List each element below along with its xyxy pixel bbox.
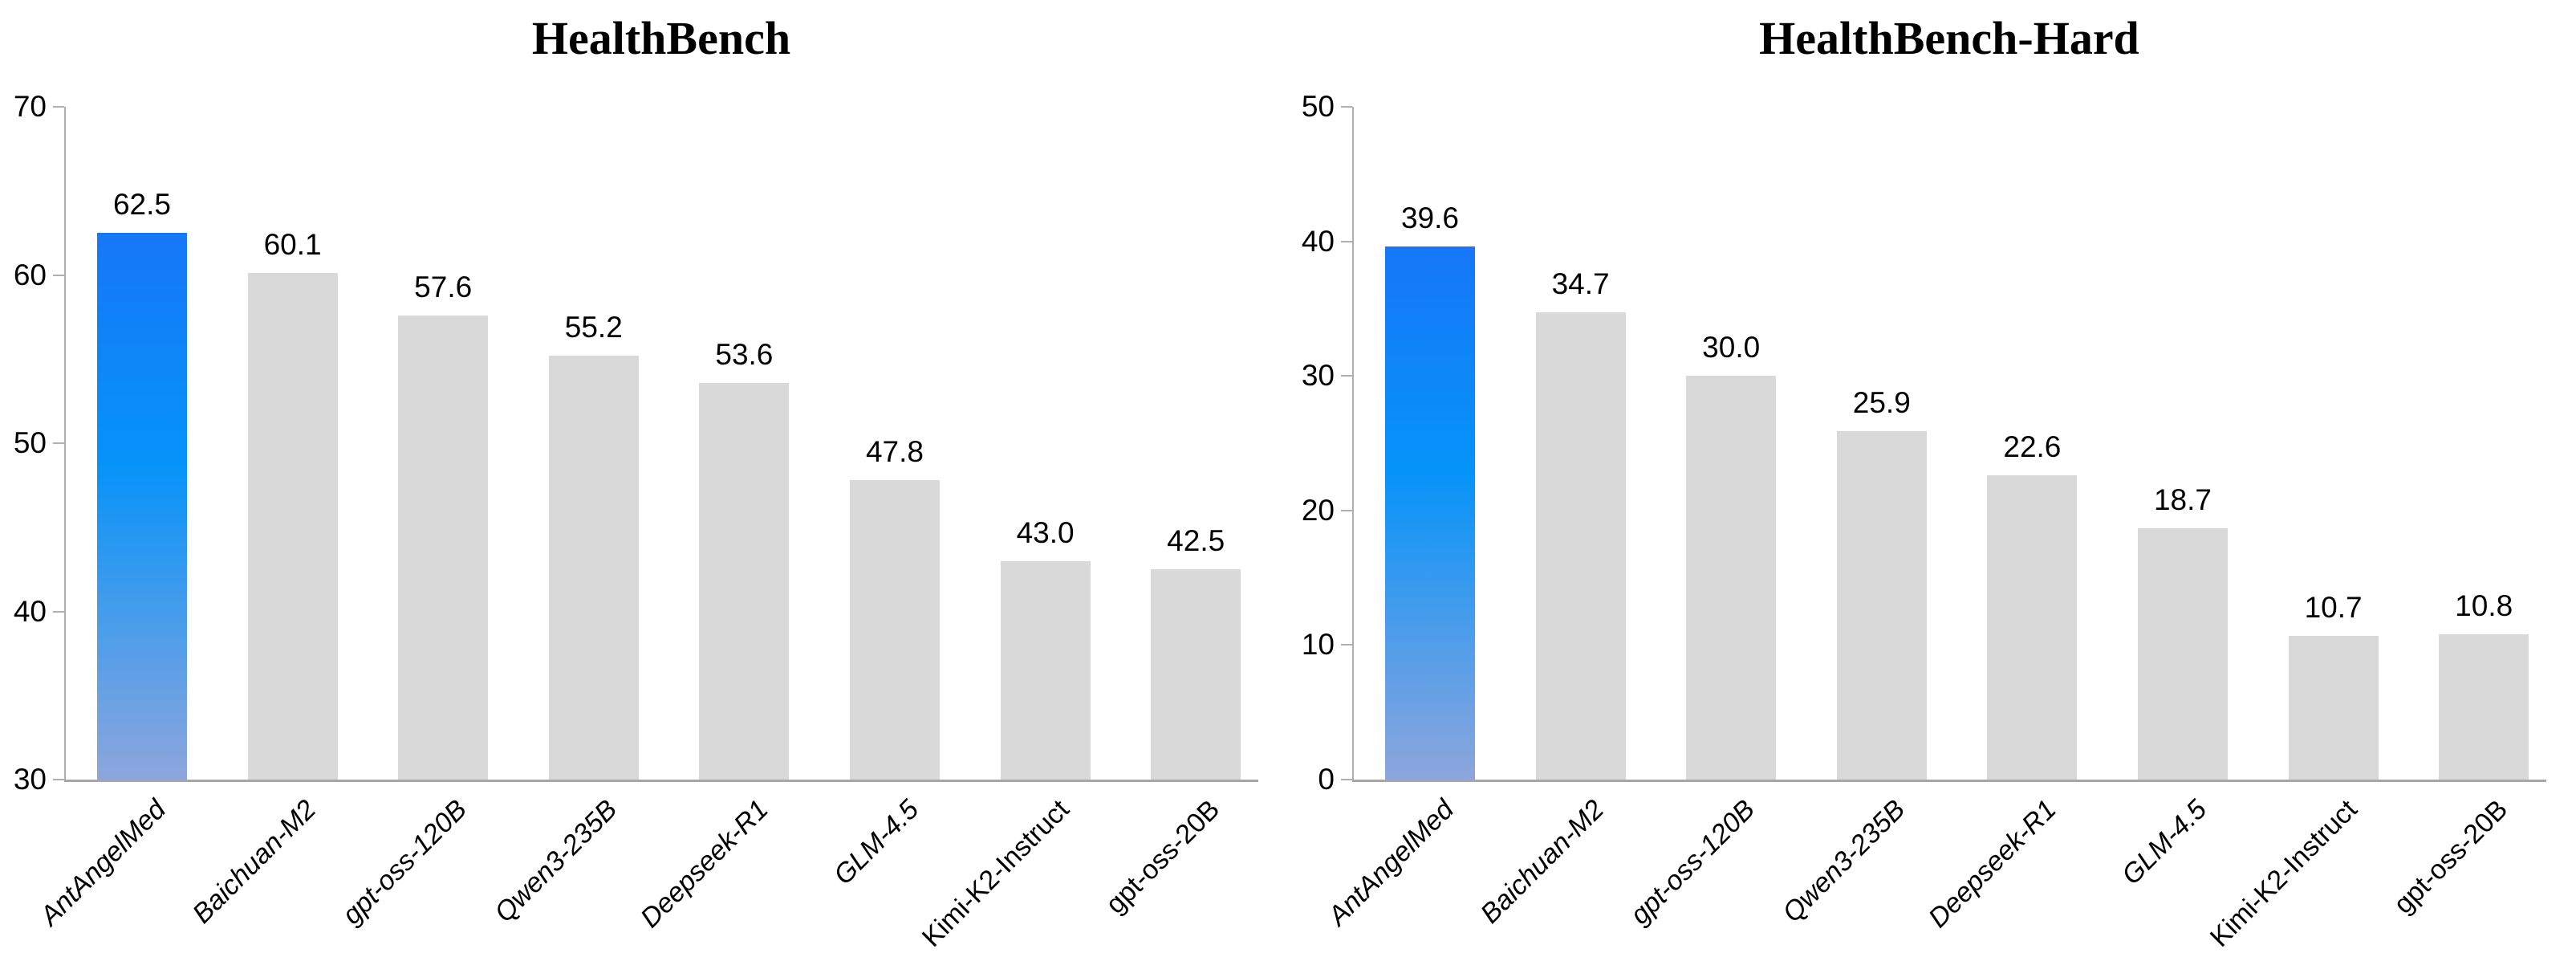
x-tick-label: gpt-oss-120B <box>1624 794 1761 931</box>
y-tick <box>53 779 64 780</box>
value-label: 53.6 <box>715 337 774 371</box>
bar-GLM-4.5 <box>850 480 940 780</box>
bar-Qwen3-235B <box>548 356 639 780</box>
value-label: 10.7 <box>2304 590 2363 624</box>
y-tick <box>1341 779 1352 780</box>
value-label: 42.5 <box>1167 524 1225 558</box>
x-tick-label: gpt-oss-20B <box>1099 794 1226 920</box>
value-label: 39.6 <box>1400 202 1459 235</box>
value-label: 62.5 <box>112 188 171 222</box>
x-tick-label: AntAngelMed <box>34 794 172 932</box>
bar-Kimi-K2-Instruct <box>1000 560 1091 780</box>
y-tick <box>1341 509 1352 511</box>
bar-Qwen3-235B <box>1836 430 1927 780</box>
bar-Baichuan-M2 <box>247 273 338 780</box>
value-label: 10.8 <box>2455 588 2513 622</box>
healthbench-hard-chart-title: HealthBench-Hard <box>1759 12 2139 64</box>
x-tick-label: Qwen3-235B <box>489 794 624 929</box>
bar-Deepseek-R1 <box>1987 475 2078 780</box>
x-tick-label: AntAngelMed <box>1322 794 1460 932</box>
healthbench-hard-chart: HealthBench-Hard 0 10 20 30 40 50 39.6 AntAngel… <box>1288 0 2576 953</box>
value-label: 55.2 <box>564 311 623 344</box>
bar-gpt-oss-20B <box>2439 633 2529 780</box>
bar-AntAngelMed <box>97 233 187 780</box>
value-label: 22.6 <box>2003 430 2062 464</box>
y-tick-label: 70 <box>13 90 47 123</box>
x-tick-label: Baichuan-M2 <box>186 794 323 930</box>
healthbench-chart-title: HealthBench <box>531 12 791 64</box>
value-label: 25.9 <box>1852 385 1911 419</box>
y-axis <box>1352 107 1354 782</box>
x-tick-label: Kimi-K2-Instruct <box>916 794 1075 953</box>
x-tick-label: GLM-4.5 <box>2115 794 2212 891</box>
x-tick-label: Qwen3-235B <box>1777 794 1912 929</box>
x-tick-label: Deepseek-R1 <box>1922 794 2062 934</box>
y-tick-label: 30 <box>13 763 47 796</box>
y-tick <box>1341 106 1352 108</box>
y-tick <box>53 610 64 613</box>
x-tick-label: gpt-oss-20B <box>2387 794 2514 920</box>
x-tick-label: Baichuan-M2 <box>1474 794 1611 930</box>
value-label: 34.7 <box>1551 267 1610 301</box>
bar-gpt-oss-20B <box>1151 569 1241 780</box>
y-tick <box>1341 644 1352 646</box>
y-tick-label: 10 <box>1301 628 1335 662</box>
value-label: 57.6 <box>414 270 473 303</box>
y-tick-label: 50 <box>13 426 47 459</box>
x-tick-label: gpt-oss-120B <box>336 794 473 931</box>
y-axis <box>64 107 66 782</box>
y-tick <box>53 106 64 108</box>
x-tick-label: Deepseek-R1 <box>634 794 774 934</box>
y-tick-label: 40 <box>1301 224 1335 258</box>
value-label: 43.0 <box>1016 515 1075 549</box>
healthbench-chart: HealthBench 30 40 50 60 70 62.5 AntAngelMed 60.… <box>13 12 1258 953</box>
y-tick-label: 40 <box>13 594 47 628</box>
bar-GLM-4.5 <box>2138 527 2228 780</box>
value-label: 60.1 <box>263 228 322 262</box>
x-tick-label: Kimi-K2-Instruct <box>2204 794 2363 953</box>
bar-Kimi-K2-Instruct <box>2288 635 2379 780</box>
y-tick-label: 50 <box>1301 90 1335 123</box>
value-label: 47.8 <box>865 435 924 469</box>
bar-gpt-oss-120B <box>1686 376 1777 780</box>
y-tick <box>1341 240 1352 242</box>
bar-gpt-oss-120B <box>398 315 489 780</box>
x-axis <box>1352 780 2546 782</box>
y-tick-label: 60 <box>13 258 47 291</box>
value-label: 18.7 <box>2153 483 2212 516</box>
value-label: 30.0 <box>1702 331 1761 365</box>
y-tick-label: 0 <box>1318 763 1335 796</box>
y-tick <box>1341 375 1352 377</box>
y-tick-label: 30 <box>1301 359 1335 393</box>
y-tick-label: 20 <box>1301 493 1335 527</box>
y-tick <box>53 442 64 444</box>
x-axis <box>64 780 1258 782</box>
bar-Baichuan-M2 <box>1535 312 1626 780</box>
x-tick-label: GLM-4.5 <box>827 794 924 891</box>
bar-AntAngelMed <box>1385 246 1475 780</box>
bar-Deepseek-R1 <box>699 382 790 780</box>
y-tick <box>53 274 64 276</box>
